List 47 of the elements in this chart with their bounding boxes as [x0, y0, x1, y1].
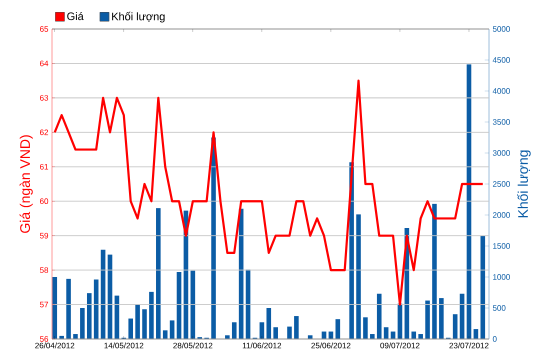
- bar: [356, 214, 361, 339]
- bar: [190, 270, 196, 339]
- bar: [260, 322, 264, 339]
- bar: [86, 293, 92, 339]
- bar: [135, 304, 140, 339]
- bar: [128, 318, 133, 339]
- bar: [66, 278, 71, 339]
- bar: [149, 292, 154, 339]
- bar: [114, 296, 120, 339]
- bar: [273, 327, 278, 339]
- bar: [176, 272, 182, 339]
- bar: [94, 279, 98, 339]
- bar: [411, 332, 416, 339]
- legend-label: Giá: [67, 12, 84, 20]
- bar: [287, 326, 292, 339]
- bar: [376, 294, 382, 339]
- bar: [73, 334, 78, 339]
- y-axis-title: Giá (ngàn VND): [20, 135, 33, 233]
- bar: [156, 208, 161, 339]
- bar: [170, 320, 174, 339]
- bar: [142, 309, 147, 339]
- bar: [322, 332, 326, 339]
- bar: [432, 204, 437, 339]
- bar: [232, 322, 237, 339]
- legend-label: Khối lượng: [112, 12, 165, 22]
- bar: [211, 138, 216, 339]
- bar: [439, 298, 444, 339]
- bar: [474, 329, 478, 339]
- bar: [384, 327, 388, 339]
- bar: [466, 64, 472, 339]
- bar: [398, 304, 402, 339]
- y2-axis-title: Khối lượng: [517, 150, 531, 218]
- bar: [162, 330, 168, 339]
- bar: [336, 319, 340, 339]
- bar: [460, 294, 464, 339]
- bar: [238, 208, 244, 339]
- bar: [52, 277, 58, 339]
- bar: [294, 316, 299, 339]
- bar: [100, 250, 106, 339]
- bar: [108, 254, 112, 339]
- bar: [246, 270, 250, 339]
- bar: [266, 308, 272, 339]
- bar: [452, 314, 458, 339]
- bar: [425, 300, 430, 339]
- bar: [363, 317, 368, 339]
- bar: [390, 332, 396, 339]
- bar: [80, 308, 85, 339]
